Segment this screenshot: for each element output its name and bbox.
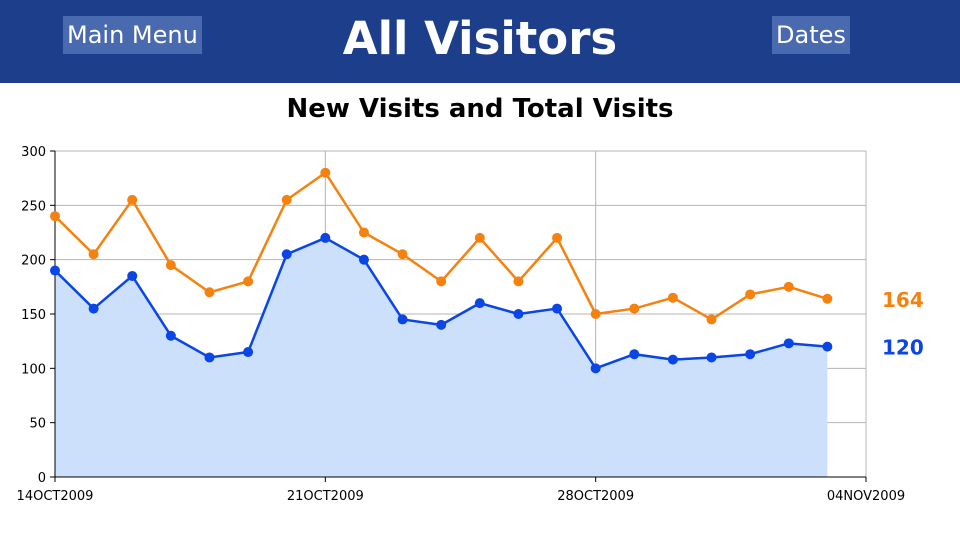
data-point xyxy=(358,254,369,265)
area-fill-layer xyxy=(55,237,828,477)
data-point xyxy=(204,352,215,363)
data-point xyxy=(397,314,408,325)
axes xyxy=(50,150,867,482)
data-point xyxy=(320,167,331,178)
y-tick-label: 50 xyxy=(29,417,46,432)
data-point xyxy=(243,347,254,358)
data-point xyxy=(629,349,640,360)
data-point xyxy=(397,249,408,260)
y-tick-label: 200 xyxy=(21,254,46,269)
data-point xyxy=(165,330,176,341)
data-point xyxy=(243,276,254,287)
data-point xyxy=(88,249,99,260)
series-end-label: 120 xyxy=(882,336,924,360)
data-point xyxy=(667,354,678,365)
dates-button[interactable]: Dates xyxy=(772,16,850,54)
data-point xyxy=(706,352,717,363)
x-tick-label: 04NOV2009 xyxy=(827,489,905,504)
header-bar: Main Menu All Visitors Dates xyxy=(0,0,960,83)
series-area xyxy=(55,237,828,477)
data-point xyxy=(745,289,756,300)
y-tick-label: 0 xyxy=(38,471,46,486)
data-point xyxy=(127,270,138,281)
x-tick-label: 14OCT2009 xyxy=(17,489,94,504)
data-point xyxy=(590,363,601,374)
data-point xyxy=(667,292,678,303)
tick-labels: 0 50 100 150 200 250 300 14OCT2009 21OCT2009 28OC… xyxy=(17,145,924,504)
data-point xyxy=(783,338,794,349)
data-point xyxy=(127,194,138,205)
data-point xyxy=(358,227,369,238)
data-point xyxy=(50,265,60,276)
data-point xyxy=(822,293,833,304)
y-tick-label: 250 xyxy=(21,199,46,214)
data-point xyxy=(204,287,215,298)
main-menu-button[interactable]: Main Menu xyxy=(63,16,202,54)
data-point xyxy=(474,232,485,243)
chart-title: New Visits and Total Visits xyxy=(286,94,674,124)
data-point xyxy=(552,303,563,314)
data-point xyxy=(552,232,563,243)
data-point xyxy=(436,276,447,287)
data-point xyxy=(745,349,756,360)
data-point xyxy=(436,319,447,330)
data-point xyxy=(629,303,640,314)
x-tick-label: 21OCT2009 xyxy=(287,489,364,504)
data-point xyxy=(474,298,485,309)
data-point xyxy=(320,232,331,243)
data-point xyxy=(822,341,833,352)
data-point xyxy=(88,303,99,314)
data-point xyxy=(165,260,176,271)
series-line xyxy=(54,171,828,321)
y-tick-label: 150 xyxy=(21,308,46,323)
data-point xyxy=(513,309,524,319)
x-tick-label: 28OCT2009 xyxy=(557,489,634,504)
page-title: All Visitors xyxy=(342,12,618,65)
series-end-label: 164 xyxy=(882,288,924,312)
data-point xyxy=(513,276,524,287)
data-point xyxy=(281,249,292,260)
series-layer xyxy=(50,167,833,374)
y-tick-label: 100 xyxy=(21,362,46,377)
y-tick-label: 300 xyxy=(21,145,46,160)
data-point xyxy=(706,314,717,325)
data-point xyxy=(50,211,60,222)
data-point xyxy=(281,194,292,205)
data-point xyxy=(783,281,794,292)
data-point xyxy=(590,309,601,319)
